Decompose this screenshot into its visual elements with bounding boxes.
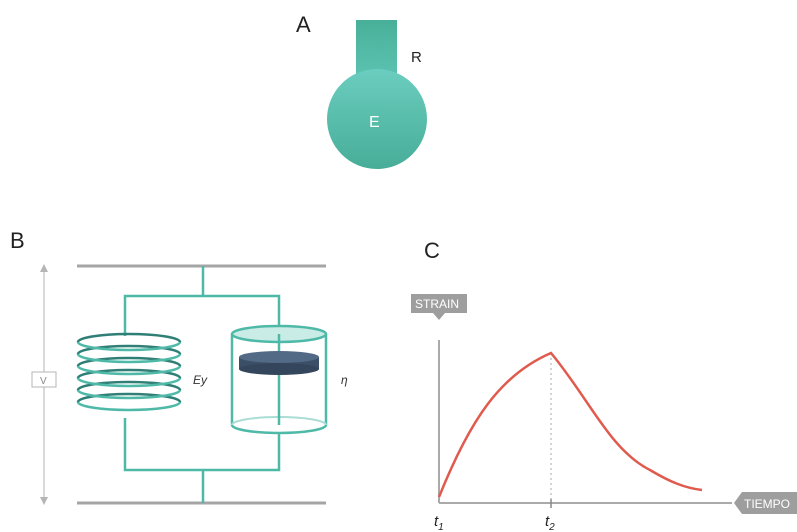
panel-a-letter: A <box>296 12 311 37</box>
panel-a: A R E <box>296 12 427 169</box>
spring-coil-front <box>76 401 182 412</box>
panel-b-letter: B <box>10 228 25 253</box>
panel-c-letter: C <box>424 238 440 263</box>
spring-coil-front <box>76 341 182 352</box>
circuit-frame <box>123 266 281 503</box>
spring-label: Ey <box>193 373 208 387</box>
tube-label: R <box>411 49 422 66</box>
volume-label: V <box>40 376 47 387</box>
elastic-bulb <box>327 69 427 169</box>
panel-c: C STRAIN TIEMPO t1 t2 <box>411 238 797 532</box>
t2-label: t2 <box>545 513 555 532</box>
t1-label: t1 <box>434 513 444 532</box>
tiempo-axis-tag: TIEMPO <box>734 492 797 514</box>
spring-coil-front <box>76 365 182 376</box>
volume-indicator: V <box>31 264 57 505</box>
strain-curve <box>437 351 703 498</box>
bulb-label: E <box>369 114 380 131</box>
panel-b: B V Ey <box>10 228 348 505</box>
spring-coil-front <box>76 353 182 364</box>
spring <box>76 332 182 412</box>
spring-coil-front <box>76 377 182 388</box>
dashpot-label: η <box>341 373 348 387</box>
strain-axis-tag: STRAIN <box>411 294 467 320</box>
arrow-down-icon <box>40 497 48 505</box>
spring-coil-back <box>76 356 182 367</box>
spring-coil-back <box>76 380 182 391</box>
spring-coil-back <box>76 344 182 355</box>
arrow-up-icon <box>40 264 48 272</box>
spring-coil-back <box>76 392 182 403</box>
spring-coil-front <box>76 389 182 400</box>
dashpot <box>230 324 328 435</box>
piston-plate <box>239 351 319 375</box>
spring-coil-back <box>76 368 182 379</box>
tiempo-label: TIEMPO <box>744 497 790 511</box>
strain-label: STRAIN <box>415 297 459 311</box>
spring-coil-back <box>76 332 182 343</box>
